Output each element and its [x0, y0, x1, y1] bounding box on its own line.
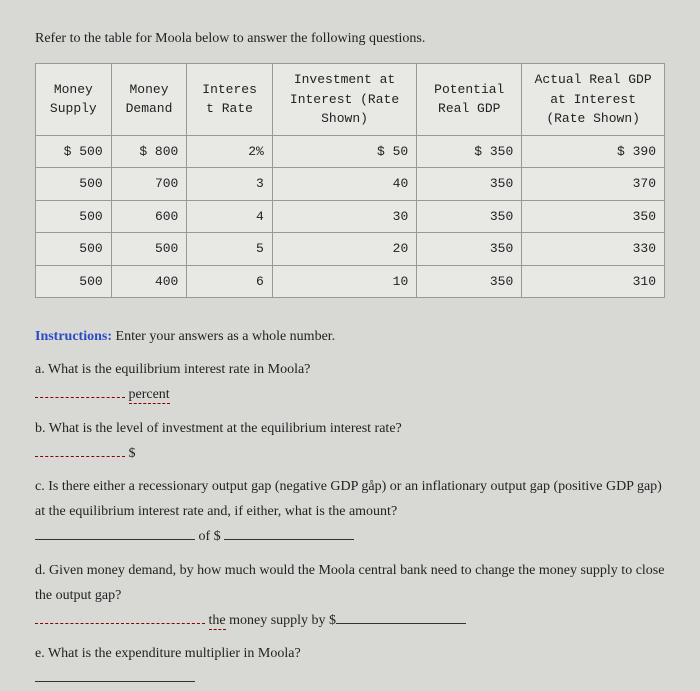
question-e-text: e. What is the expenditure multiplier in… [35, 641, 665, 666]
instructions-line: Instructions: Enter your answers as a wh… [35, 324, 665, 349]
moola-table: Money Supply Money Demand Interes t Rate… [35, 63, 665, 298]
cell: 2% [187, 135, 272, 168]
cell: 350 [522, 200, 665, 233]
question-a-text: a. What is the equilibrium interest rate… [35, 357, 665, 382]
cell: 400 [111, 265, 187, 298]
question-a: a. What is the equilibrium interest rate… [35, 357, 665, 407]
cell: 20 [272, 233, 416, 266]
answer-blank-e[interactable] [35, 667, 195, 682]
table-body: $ 500 $ 800 2% $ 50 $ 350 $ 390 500 700 … [36, 135, 665, 298]
question-c-text: c. Is there either a recessionary output… [35, 474, 665, 524]
instructions-text: Enter your answers as a whole number. [112, 329, 335, 344]
cell: 350 [417, 200, 522, 233]
question-d: d. Given money demand, by how much would… [35, 558, 665, 634]
intro-text: Refer to the table for Moola below to an… [35, 28, 665, 49]
cell: 350 [417, 265, 522, 298]
cell: 6 [187, 265, 272, 298]
answer-blank-b[interactable] [35, 441, 125, 456]
table-row: 500 600 4 30 350 350 [36, 200, 665, 233]
cell: 4 [187, 200, 272, 233]
answer-blank-d-action[interactable] [35, 608, 205, 623]
answer-blank-c-type[interactable] [35, 525, 195, 540]
cell: 370 [522, 168, 665, 201]
table-row: $ 500 $ 800 2% $ 50 $ 350 $ 390 [36, 135, 665, 168]
table-row: 500 500 5 20 350 330 [36, 233, 665, 266]
answer-blank-a[interactable] [35, 383, 125, 398]
cell: 310 [522, 265, 665, 298]
cell: 500 [111, 233, 187, 266]
question-b-unit: $ [129, 446, 136, 461]
cell: 700 [111, 168, 187, 201]
cell: 40 [272, 168, 416, 201]
cell: 3 [187, 168, 272, 201]
instructions-label: Instructions: [35, 329, 112, 344]
cell: 5 [187, 233, 272, 266]
table-row: 500 400 6 10 350 310 [36, 265, 665, 298]
header-money-demand: Money Demand [111, 64, 187, 136]
table-row: 500 700 3 40 350 370 [36, 168, 665, 201]
cell: $ 350 [417, 135, 522, 168]
question-b: b. What is the level of investment at th… [35, 416, 665, 466]
question-a-unit: percent [129, 387, 170, 404]
cell: 500 [36, 233, 112, 266]
cell: 30 [272, 200, 416, 233]
cell: $ 50 [272, 135, 416, 168]
header-interest-rate: Interes t Rate [187, 64, 272, 136]
cell: 600 [111, 200, 187, 233]
cell: 500 [36, 265, 112, 298]
question-d-unit: money supply by $ [226, 613, 336, 628]
header-investment: Investment at Interest (Rate Shown) [272, 64, 416, 136]
cell: 350 [417, 233, 522, 266]
header-money-supply: Money Supply [36, 64, 112, 136]
question-c-unit: of $ [199, 529, 221, 544]
cell: 500 [36, 168, 112, 201]
cell: $ 500 [36, 135, 112, 168]
cell: $ 800 [111, 135, 187, 168]
header-potential-gdp: Potential Real GDP [417, 64, 522, 136]
cell: 500 [36, 200, 112, 233]
table-header-row: Money Supply Money Demand Interes t Rate… [36, 64, 665, 136]
question-c: c. Is there either a recessionary output… [35, 474, 665, 550]
cell: 350 [417, 168, 522, 201]
question-b-text: b. What is the level of investment at th… [35, 416, 665, 441]
question-e: e. What is the expenditure multiplier in… [35, 641, 665, 691]
question-d-unit-pre: the [209, 613, 226, 630]
header-actual-gdp: Actual Real GDP at Interest (Rate Shown) [522, 64, 665, 136]
cell: 330 [522, 233, 665, 266]
cell: $ 390 [522, 135, 665, 168]
question-d-text: d. Given money demand, by how much would… [35, 558, 665, 608]
answer-blank-d-amount[interactable] [336, 608, 466, 623]
cell: 10 [272, 265, 416, 298]
answer-blank-c-amount[interactable] [224, 525, 354, 540]
